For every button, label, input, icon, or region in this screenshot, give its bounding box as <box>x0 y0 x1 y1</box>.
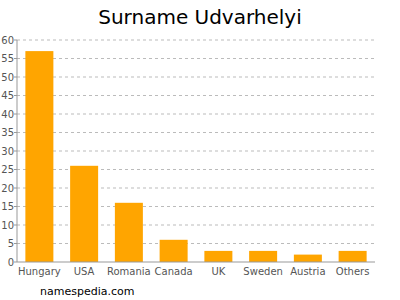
bar <box>115 203 143 262</box>
x-tick-label: Canada <box>155 266 193 277</box>
y-tick-label: 55 <box>1 53 14 64</box>
y-tick-label: 45 <box>1 90 14 101</box>
bar <box>294 255 322 262</box>
y-tick-label: 50 <box>1 72 14 83</box>
x-tick-label: UK <box>211 266 225 277</box>
y-tick-label: 30 <box>1 146 14 157</box>
source: namespedia.com <box>40 285 134 298</box>
x-tick-label: USA <box>74 266 95 277</box>
y-tick-label: 0 <box>8 257 14 268</box>
title: Surname Udvarhelyi <box>98 5 302 29</box>
x-axis <box>17 262 375 263</box>
y-tick-label: 40 <box>1 109 14 120</box>
y-tick-label: 20 <box>1 183 14 194</box>
grid-line <box>17 95 375 96</box>
chart-container: Surname Udvarhelyi 0 5 10 15 20 25 30 35 40 45 50 55… <box>0 0 400 300</box>
y-tick-label: 10 <box>1 220 14 231</box>
bar <box>70 166 98 262</box>
bar <box>25 51 53 262</box>
grid-line <box>17 58 375 59</box>
x-tick-label: Others <box>336 266 370 277</box>
grid-line <box>17 132 375 133</box>
y-axis <box>17 40 18 262</box>
chart: Surname Udvarhelyi 0 5 10 15 20 25 30 35 40 45 50 55… <box>0 0 400 300</box>
y-tick-label: 60 <box>1 35 14 46</box>
y-tick-label: 15 <box>1 201 14 212</box>
y-tick-label: 5 <box>8 238 14 249</box>
x-tick-label: Hungary <box>18 266 61 277</box>
grid-line <box>17 77 375 78</box>
x-tick-label: Sweden <box>243 266 283 277</box>
bar <box>160 240 188 262</box>
y-tick-label: 25 <box>1 164 14 175</box>
bars <box>25 51 366 262</box>
bar <box>204 251 232 262</box>
y-tick-label: 35 <box>1 127 14 138</box>
x-tick-label: Austria <box>290 266 325 277</box>
x-tick-label: Romania <box>107 266 151 277</box>
bar <box>249 251 277 262</box>
grid-line <box>17 114 375 115</box>
bar <box>339 251 367 262</box>
grid-line <box>17 40 375 41</box>
grid-line <box>17 151 375 152</box>
